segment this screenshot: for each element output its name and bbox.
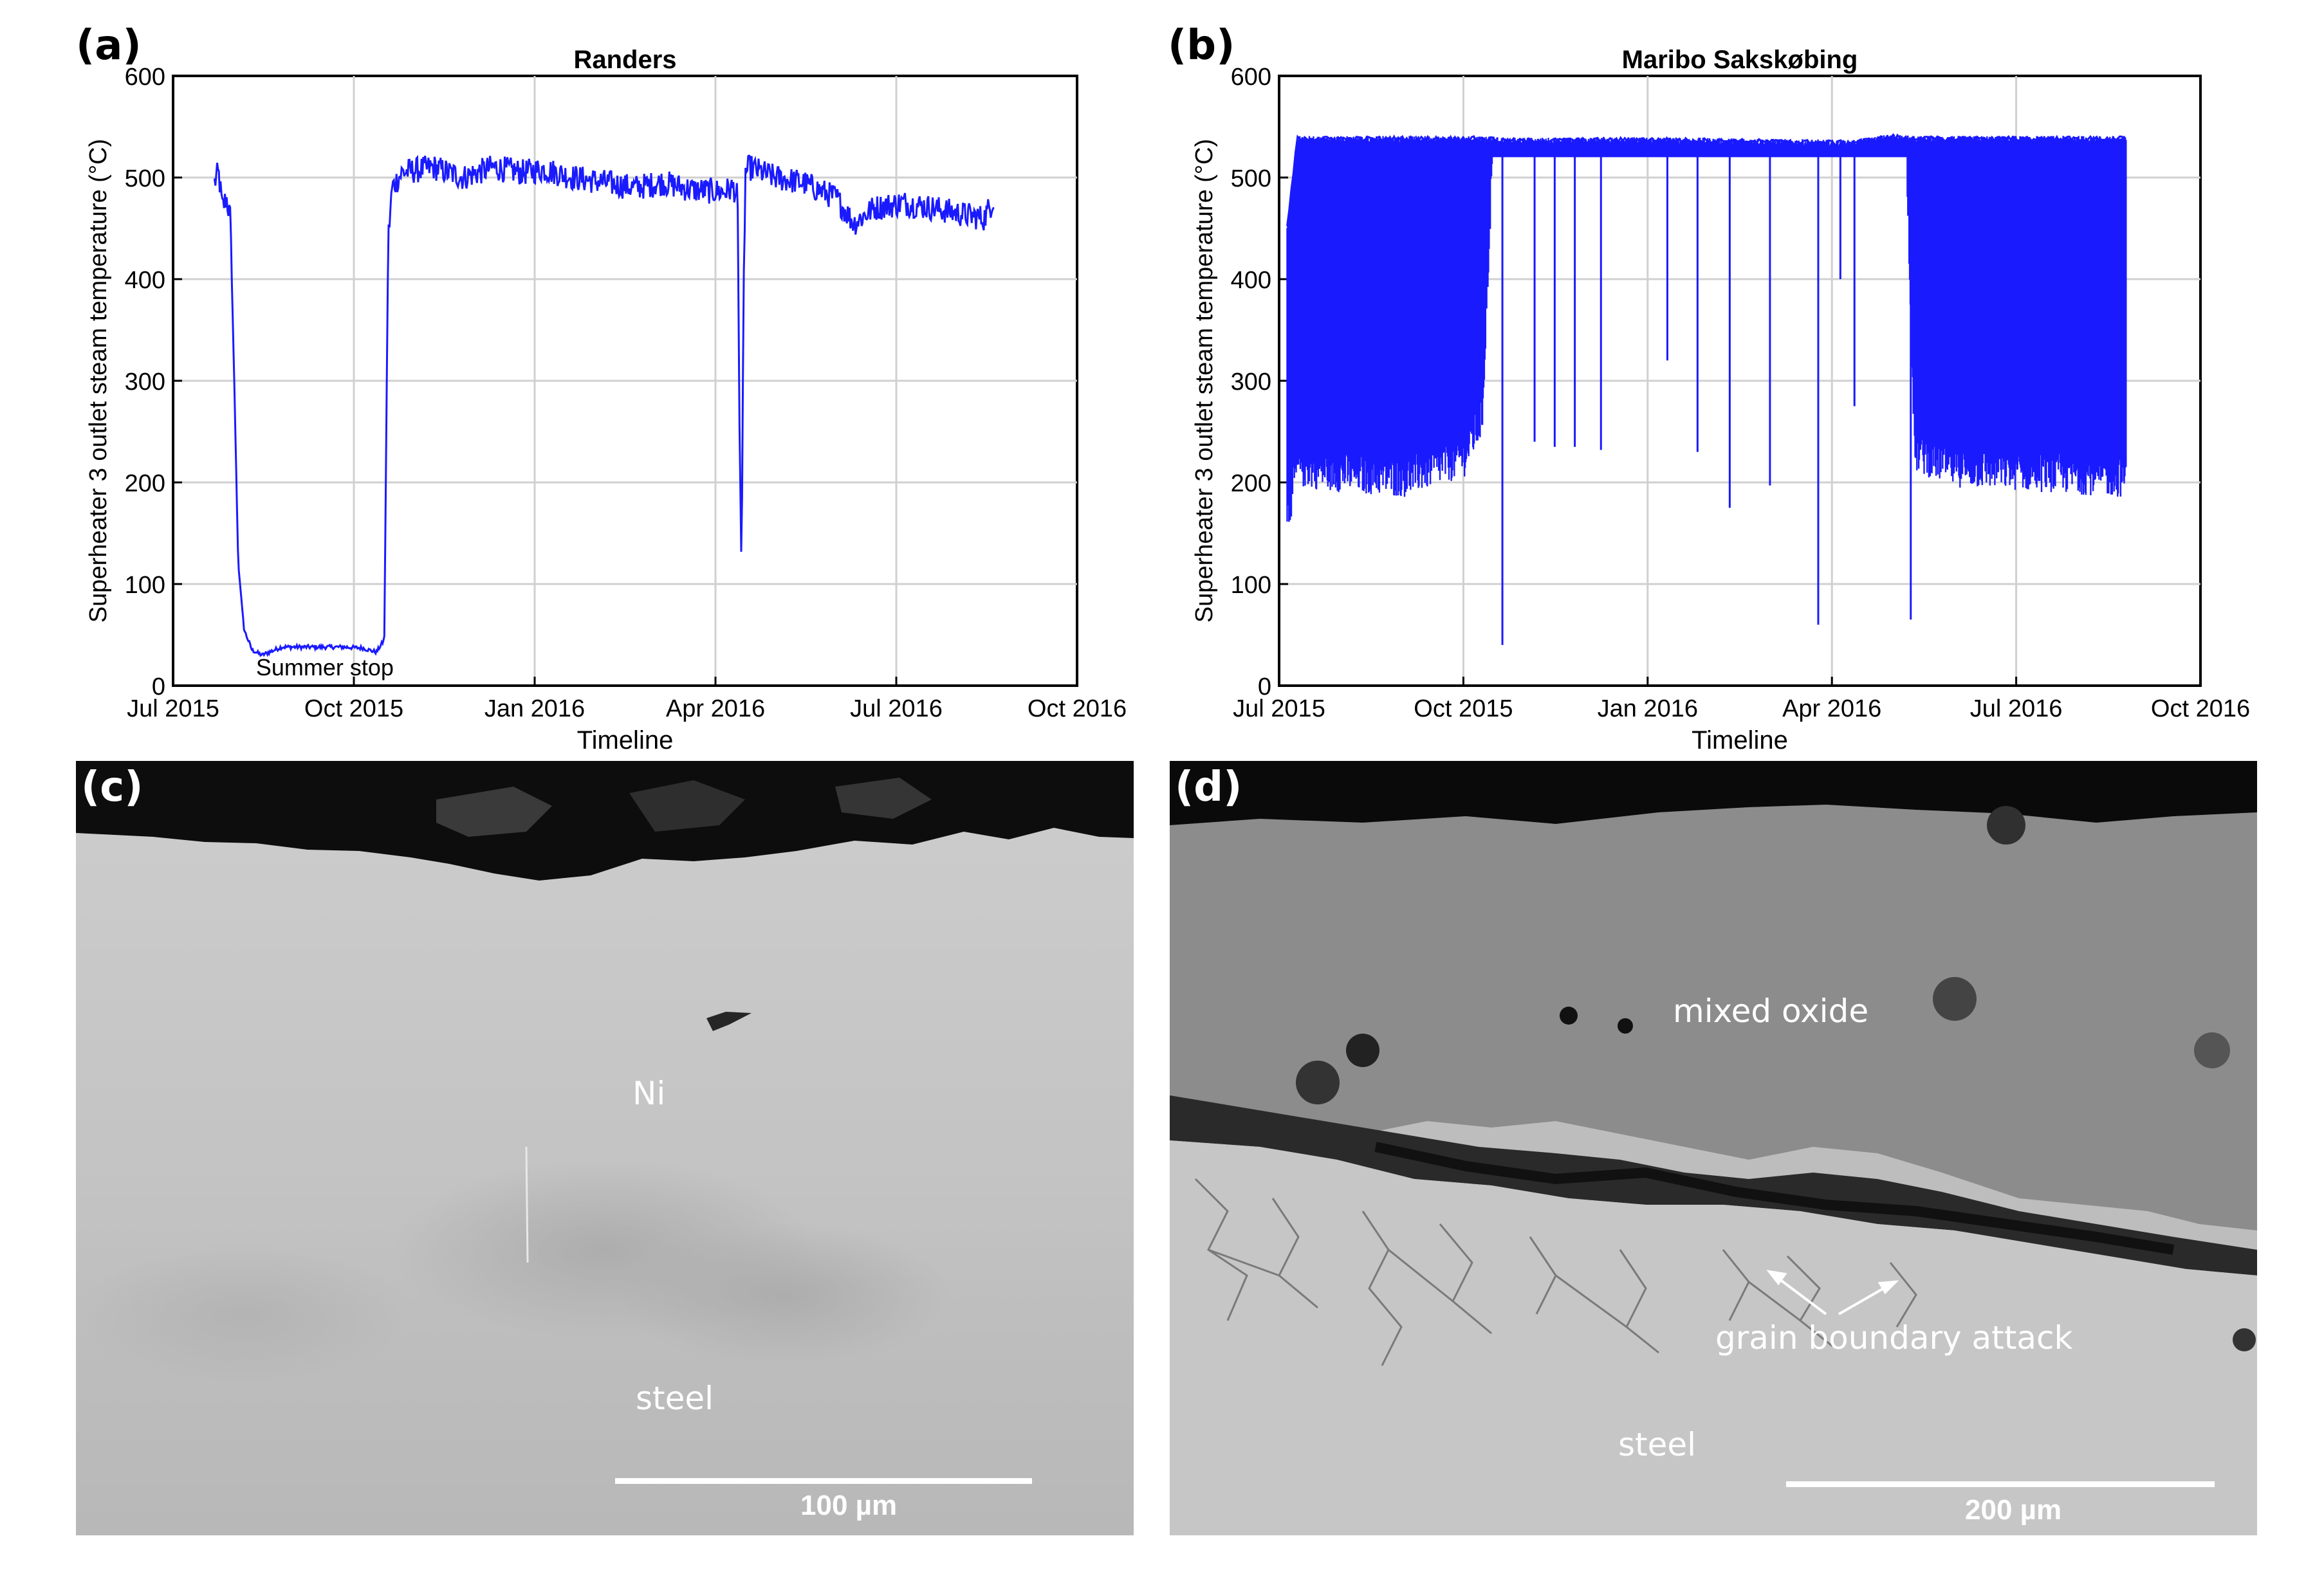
y-tick-label: 400 <box>125 267 165 294</box>
y-tick-label: 200 <box>1231 470 1271 497</box>
chart-randers: 0 100 200 300 400 500 600 Jul 2015 Oct 2015 Jan 2… <box>85 46 1127 754</box>
scale-label-d: 200 µm <box>1965 1494 2062 1526</box>
x-tick-label: Jul 2015 <box>1233 695 1325 722</box>
y-tick-label: 300 <box>125 369 165 396</box>
y-tick-label: 600 <box>1231 64 1271 91</box>
scale-label-c: 100 µm <box>800 1490 898 1521</box>
series-upper-envelope <box>1286 133 2126 226</box>
x-tick-label: Jul 2015 <box>127 695 219 722</box>
panel-label-a: (a) <box>76 22 142 69</box>
x-tick-label: Oct 2016 <box>1028 695 1127 722</box>
x-tick-label: Jul 2016 <box>1970 695 2063 722</box>
x-tick-label: Oct 2015 <box>304 695 403 722</box>
y-tick-label: 100 <box>125 572 165 599</box>
chart-title: Maribo Sakskøbing <box>1622 46 1858 74</box>
y-tick-label: 0 <box>152 673 165 700</box>
scale-bar-d <box>1786 1481 2215 1487</box>
label-steel-d: steel <box>1618 1426 1697 1463</box>
x-tick-label: Oct 2016 <box>2151 695 2250 722</box>
x-tick-label: Jul 2016 <box>850 695 943 722</box>
y-axis-label: Superheater 3 outlet steam temperature (… <box>85 139 112 623</box>
scale-bar-c <box>615 1478 1032 1484</box>
x-tick-label: Jan 2016 <box>1598 695 1698 722</box>
panel-label-d: (d) <box>1175 763 1242 811</box>
y-tick-label: 0 <box>1258 673 1271 700</box>
y-tick-label: 300 <box>1231 369 1271 396</box>
micrograph-c: (c) Ni steel 100 µm <box>76 761 1134 1535</box>
x-axis-label: Timeline <box>1692 726 1788 754</box>
x-tick-label: Jan 2016 <box>484 695 585 722</box>
y-tick-label: 200 <box>125 470 165 497</box>
y-tick-label: 600 <box>125 64 165 91</box>
label-steel-c: steel <box>636 1380 714 1417</box>
y-tick-label: 500 <box>1231 165 1271 192</box>
micrograph-d: (d) mixed oxide grain boundary attack st… <box>1170 761 2257 1535</box>
label-ni: Ni <box>632 1075 666 1112</box>
x-tick-label: Oct 2015 <box>1414 695 1513 722</box>
y-axis-label: Superheater 3 outlet steam temperature (… <box>1191 139 1218 623</box>
micrograph-c-image <box>76 761 1134 1535</box>
y-tick-label: 400 <box>1231 267 1271 294</box>
panel-label-b: (b) <box>1168 22 1235 69</box>
series-line <box>213 154 995 657</box>
label-mixed-oxide: mixed oxide <box>1673 992 1869 1030</box>
micrograph-d-image <box>1170 761 2257 1535</box>
x-tick-label: Apr 2016 <box>666 695 765 722</box>
series-band <box>1286 134 2127 522</box>
chart-title: Randers <box>573 46 676 74</box>
y-tick-label: 100 <box>1231 572 1271 599</box>
y-tick-label: 500 <box>125 165 165 192</box>
panel-label-c: (c) <box>81 763 143 811</box>
annotation-summer-stop: Summer stop <box>256 654 394 681</box>
chart-maribo-sakskobing: 0 100 200 300 400 500 600 Jul 2015 Oct 2015 Jan 2… <box>1191 46 2250 754</box>
x-axis-label: Timeline <box>577 726 674 754</box>
label-grain-boundary-attack: grain boundary attack <box>1715 1319 2073 1357</box>
x-tick-label: Apr 2016 <box>1782 695 1881 722</box>
